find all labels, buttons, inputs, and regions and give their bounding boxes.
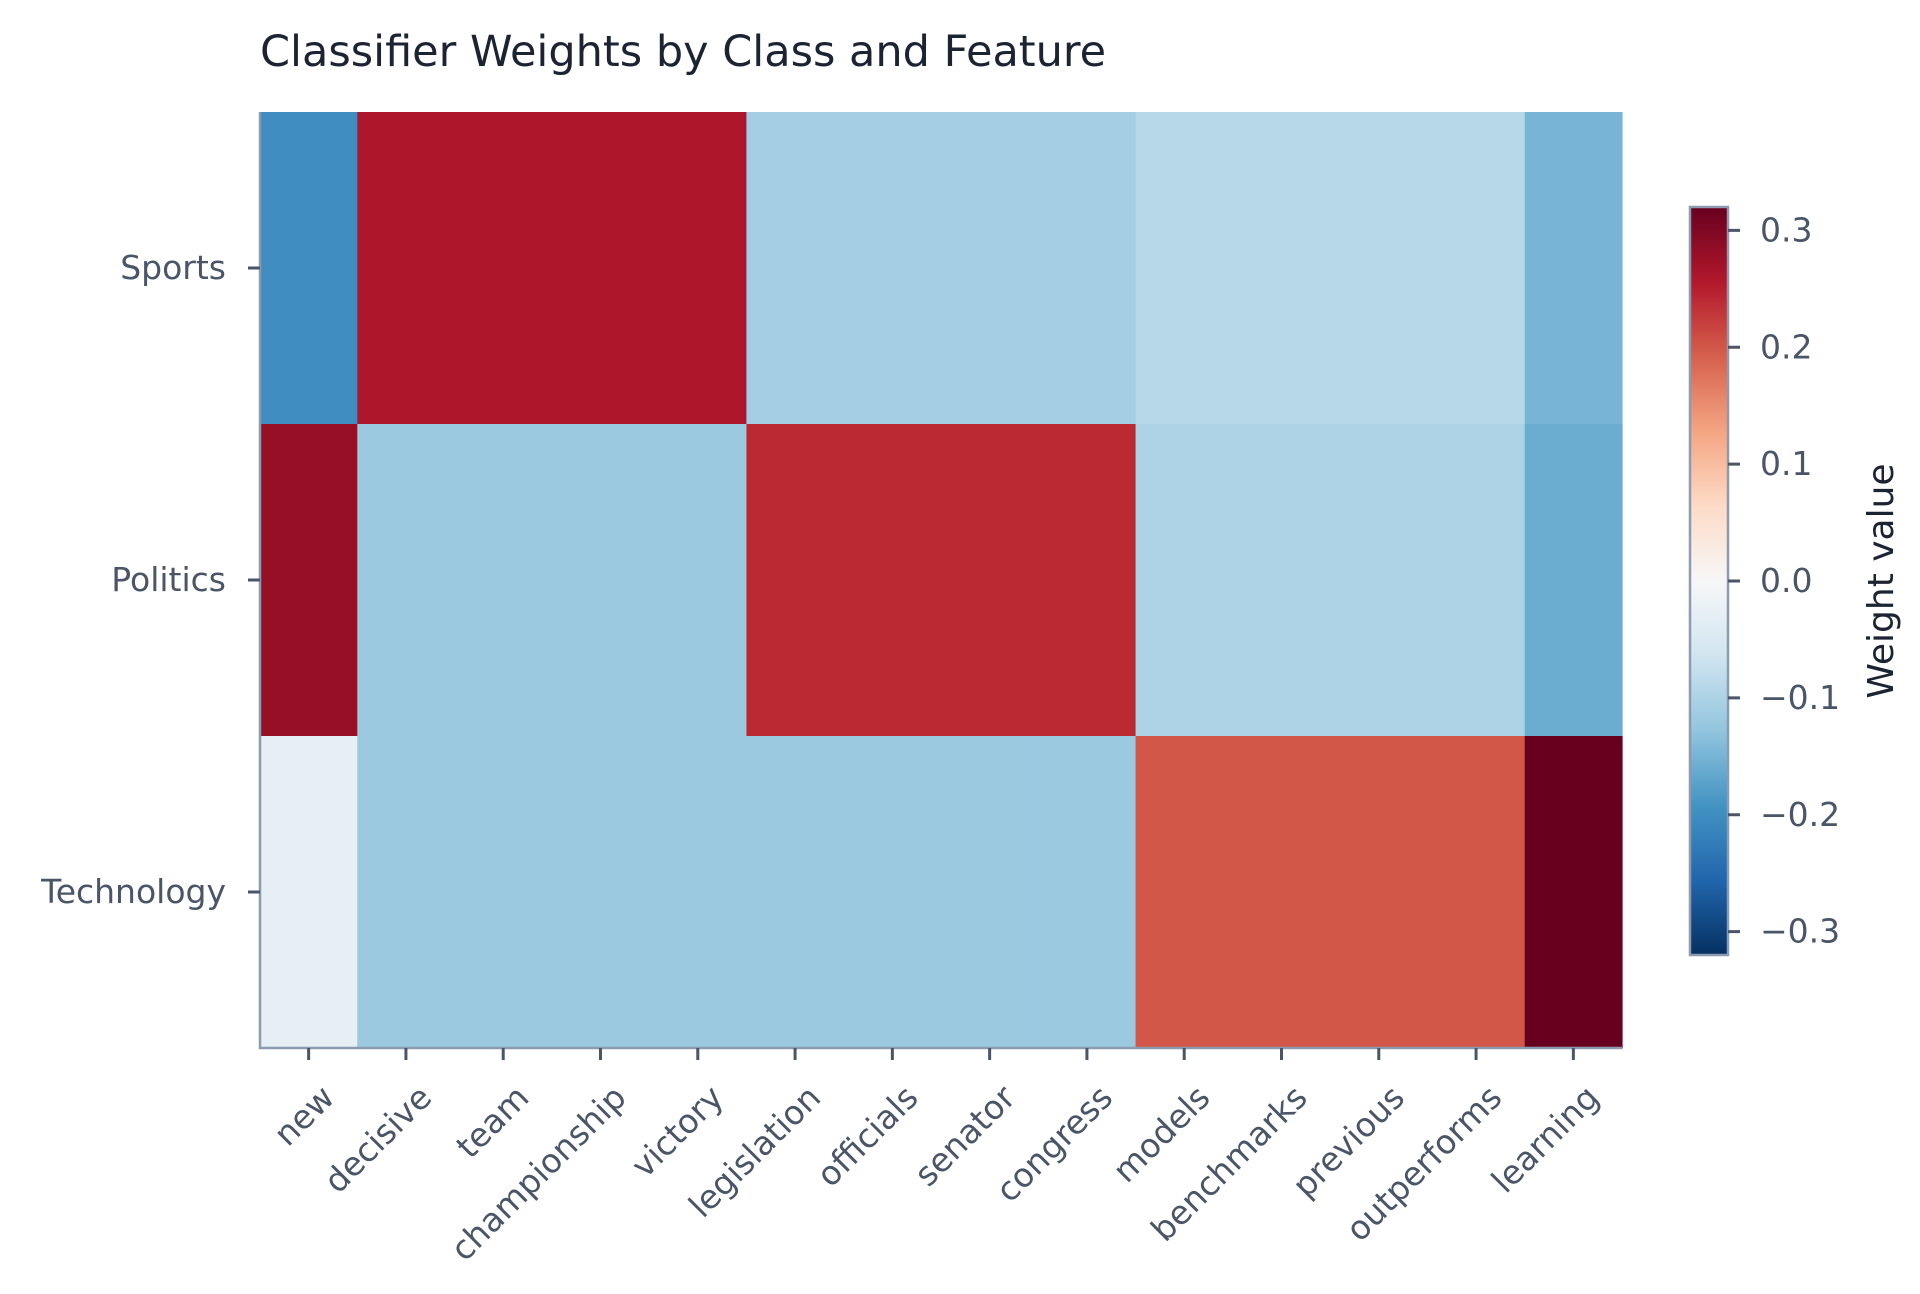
colorbar-tick-label: 0.3 [1760, 210, 1812, 249]
x-tick-label: new [266, 1078, 342, 1154]
colorbar-tick-label: −0.3 [1760, 912, 1840, 951]
x-tick-label: team [448, 1078, 536, 1166]
heatmap-cell [1524, 112, 1623, 425]
colorbar: 0.3 0.2 0.1 0.0 −0.1 −0.2 −0.3 Weight value [1688, 205, 1902, 957]
x-tick-label: decisive [316, 1078, 439, 1201]
y-tick-label: Technology [40, 872, 226, 911]
y-tick-label: Politics [111, 560, 226, 599]
colorbar-tick-label: −0.2 [1760, 795, 1840, 834]
heatmap-cells [260, 112, 1623, 1049]
y-axis-ticks: Sports Politics Technology [40, 248, 260, 911]
heatmap-cell [843, 736, 942, 1049]
heatmap-cell [649, 736, 748, 1049]
heatmap-cell [1135, 112, 1234, 425]
heatmap-cell [357, 112, 456, 425]
heatmap-cell [1232, 424, 1331, 737]
x-tick-label: championship [443, 1078, 634, 1269]
heatmap-cell [746, 424, 845, 737]
x-tick-label: officials [809, 1078, 926, 1195]
colorbar-tick-label: 0.0 [1760, 561, 1812, 600]
heatmap-cell [746, 736, 845, 1049]
heatmap-cell [551, 424, 650, 737]
heatmap-cell [1330, 424, 1429, 737]
colorbar-tick-label: −0.1 [1760, 678, 1840, 717]
heatmap-cell [260, 112, 358, 425]
heatmap-cell [649, 112, 748, 425]
chart-title: Classifier Weights by Class and Feature [260, 27, 1106, 77]
heatmap-cell [1427, 424, 1526, 737]
heatmap-cell [551, 112, 650, 425]
colorbar-gradient [1688, 205, 1730, 957]
heatmap-cell [454, 424, 553, 737]
colorbar-tick-label: 0.1 [1760, 444, 1812, 483]
heatmap-cell [1232, 736, 1331, 1049]
heatmap-cell [1135, 736, 1234, 1049]
heatmap-cell [941, 424, 1039, 737]
y-tick-label: Sports [120, 248, 226, 287]
heatmap-cell [1038, 424, 1137, 737]
heatmap-cell [1330, 112, 1429, 425]
heatmap-cell [843, 424, 942, 737]
heatmap-cell [1427, 736, 1526, 1049]
heatmap-cell [357, 424, 456, 737]
heatmap-cell [1330, 736, 1429, 1049]
heatmap-cell [941, 112, 1039, 425]
heatmap-cell [260, 424, 358, 737]
colorbar-tick-label: 0.2 [1760, 327, 1812, 366]
heatmap-cell [1038, 736, 1137, 1049]
heatmap-cell [1524, 736, 1623, 1049]
heatmap-cell [941, 736, 1039, 1049]
heatmap-cell [746, 112, 845, 425]
heatmap-cell [1135, 424, 1234, 737]
axis-spine [258, 112, 1622, 1050]
heatmap-cell [454, 736, 553, 1049]
heatmap-axes [258, 112, 1622, 1050]
heatmap-cell [1427, 112, 1526, 425]
heatmap-cell [649, 424, 748, 737]
heatmap-cell [260, 736, 358, 1049]
heatmap-cell [1038, 112, 1137, 425]
heatmap-cell [357, 736, 456, 1049]
heatmap-cell [1524, 424, 1623, 737]
heatmap-cell [551, 736, 650, 1049]
x-tick-label: learning [1484, 1078, 1607, 1201]
heatmap-cell [454, 112, 553, 425]
heatmap-cell [1232, 112, 1331, 425]
colorbar-label: Weight value [1861, 463, 1902, 698]
heatmap-cell [843, 112, 942, 425]
